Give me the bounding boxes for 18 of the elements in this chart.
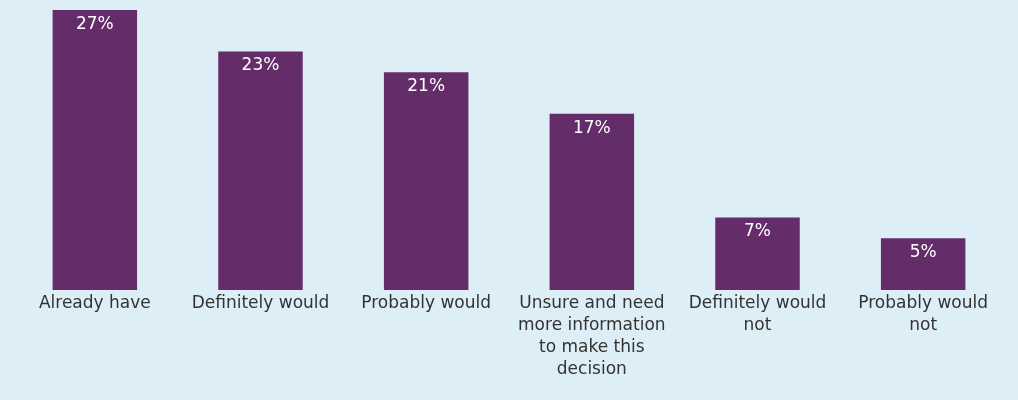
data-label: 17% bbox=[572, 116, 611, 137]
bar bbox=[549, 113, 635, 290]
bar bbox=[880, 238, 966, 290]
x-tick-label: Already have bbox=[38, 292, 151, 312]
bar bbox=[218, 51, 303, 290]
x-tick-label: Probably would bbox=[361, 292, 492, 312]
x-tick-label: Definitely would bbox=[191, 292, 330, 312]
data-label: 27% bbox=[75, 13, 114, 33]
bar bbox=[52, 10, 138, 290]
bar bbox=[383, 72, 469, 290]
data-label: 21% bbox=[407, 75, 446, 96]
data-label: 7% bbox=[744, 220, 771, 241]
x-tick-label: Definitely would not bbox=[688, 292, 827, 335]
data-label: 5% bbox=[909, 241, 937, 262]
bar bbox=[715, 217, 800, 290]
x-tick-label: Unsure and need more information to make this decision bbox=[518, 292, 666, 379]
x-tick-label: Probably would not bbox=[858, 292, 989, 335]
data-label: 23% bbox=[241, 54, 280, 75]
